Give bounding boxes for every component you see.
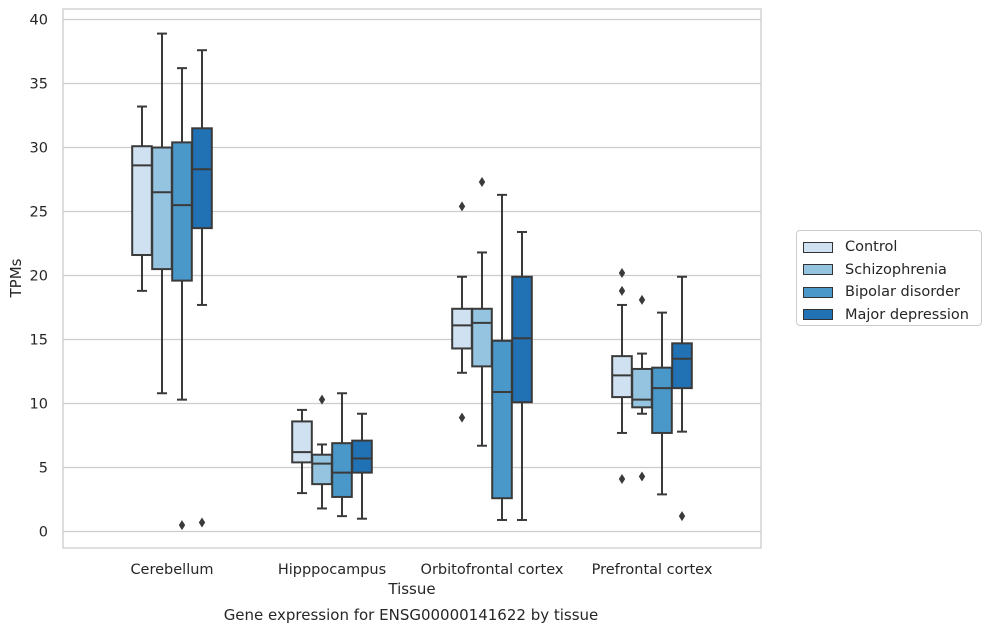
legend-label: Control: [845, 239, 898, 256]
outlier-point: [458, 412, 466, 423]
outlier-point: [638, 294, 646, 305]
outlier-point: [618, 285, 626, 296]
box-iqr: [611, 355, 633, 399]
x-tick-label: Cerebellum: [130, 562, 213, 578]
box-plot-marks: [131, 32, 693, 531]
y-tick-label: 35: [30, 77, 48, 93]
box-3-0: [611, 267, 633, 485]
box-iqr: [291, 420, 313, 464]
outlier-point: [318, 394, 326, 405]
box-iqr: [631, 367, 653, 409]
legend-item: Major depression: [803, 304, 981, 327]
box-2-1: [471, 177, 493, 447]
box-iqr: [451, 307, 473, 350]
y-tick-label: 5: [39, 461, 48, 477]
outlier-point: [638, 471, 646, 482]
box-iqr: [171, 141, 193, 282]
legend: Control Schizophrenia Bipolar disorder Majo…: [796, 230, 982, 326]
box-iqr: [311, 453, 333, 486]
box-2-2: [491, 193, 513, 521]
box-0-3: [191, 49, 213, 528]
y-tick-label: 10: [30, 397, 48, 413]
legend-swatch: [803, 286, 833, 298]
plot-frame: [62, 8, 762, 549]
y-tick-labels: 0 5 10 15 20 25 30 35 40: [30, 13, 48, 541]
outlier-point: [678, 511, 686, 522]
legend-swatch: [803, 241, 833, 253]
box-1-1: [311, 394, 333, 510]
outlier-point: [478, 177, 486, 188]
legend-label: Bipolar disorder: [845, 284, 960, 301]
x-axis-title: Tissue: [387, 580, 435, 598]
box-iqr: [491, 339, 513, 500]
grid-lines: [63, 18, 761, 533]
outlier-point: [618, 474, 626, 485]
box-iqr: [671, 342, 693, 390]
box-iqr: [151, 146, 173, 271]
box-2-0: [451, 201, 473, 423]
box-iqr: [131, 145, 153, 257]
box-1-0: [291, 408, 313, 495]
legend-item: Control: [803, 236, 981, 259]
legend-swatch: [803, 264, 833, 276]
box-0-1: [151, 32, 173, 395]
outlier-point: [618, 267, 626, 278]
y-axis-title: TPMs: [7, 258, 25, 298]
y-tick-label: 30: [30, 141, 48, 157]
box-3-1: [631, 294, 653, 482]
box-iqr: [351, 439, 373, 474]
legend-item: Schizophrenia: [803, 259, 981, 282]
outlier-point: [198, 517, 206, 528]
y-tick-label: 15: [30, 333, 48, 349]
x-tick-label: Orbitofrontal cortex: [421, 562, 564, 578]
outlier-point: [178, 520, 186, 531]
x-tick-label: Hipppocampus: [278, 562, 386, 578]
legend-label: Schizophrenia: [845, 261, 947, 278]
box-iqr: [471, 307, 493, 368]
outlier-point: [458, 201, 466, 212]
box-3-3: [671, 275, 693, 522]
y-tick-label: 25: [30, 205, 48, 221]
y-tick-label: 40: [30, 13, 48, 29]
box-iqr: [331, 442, 353, 498]
y-tick-label: 20: [30, 269, 48, 285]
box-1-2: [331, 392, 353, 518]
y-tick-label: 0: [39, 525, 48, 541]
box-iqr: [511, 275, 533, 404]
box-1-3: [351, 412, 373, 520]
box-iqr: [191, 127, 213, 230]
legend-item: Bipolar disorder: [803, 281, 981, 304]
x-tick-labels: Cerebellum Hipppocampus Orbitofrontal cort…: [130, 562, 712, 578]
legend-swatch: [803, 309, 833, 321]
legend-label: Major depression: [845, 306, 969, 323]
box-iqr: [651, 366, 673, 434]
x-tick-label: Prefrontal cortex: [592, 562, 713, 578]
chart-caption: Gene expression for ENSG00000141622 by t…: [223, 606, 599, 624]
box-3-2: [651, 311, 673, 496]
box-2-3: [511, 230, 533, 521]
